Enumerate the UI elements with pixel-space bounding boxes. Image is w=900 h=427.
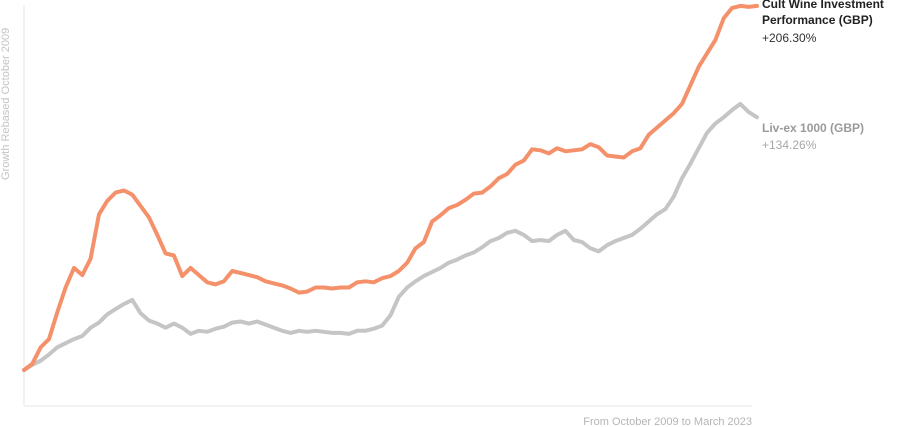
series-name-text: Performance (GBP) <box>762 13 873 27</box>
series-layer <box>22 3 759 372</box>
series-line-1 <box>22 101 759 372</box>
series-line-0 <box>22 3 759 372</box>
series-value-text: +134.26% <box>762 138 817 152</box>
series-label-0: Cult Wine Investment Performance (GBP) +20… <box>762 0 884 45</box>
y-axis-label: Growth Rebased October 2009 <box>0 28 12 180</box>
series-name-text: Liv-ex 1000 (GBP) <box>762 121 864 135</box>
series-name-text: Cult Wine Investment <box>762 0 884 11</box>
series-value-text: +206.30% <box>762 31 817 45</box>
series-label-1: Liv-ex 1000 (GBP) +134.26% <box>762 121 864 152</box>
series-labels: Cult Wine Investment Performance (GBP) +20… <box>762 0 884 152</box>
x-axis-label: From October 2009 to March 2023 <box>583 416 752 427</box>
